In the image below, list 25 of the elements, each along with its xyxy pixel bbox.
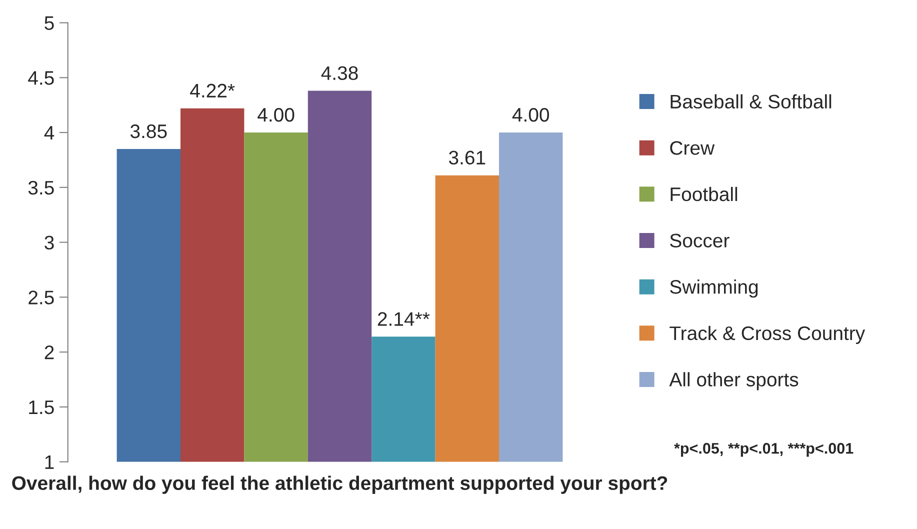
- y-tick-label: 1.5: [29, 400, 54, 414]
- x-axis-title: Overall, how do you feel the athletic department supported your sport?: [12, 476, 668, 494]
- legend-label: Crew: [670, 141, 715, 155]
- y-tick-label: 3: [44, 236, 54, 250]
- data-label: 4.22*: [190, 84, 235, 98]
- y-tick-label: 4: [44, 126, 54, 140]
- data-label: 2.14**: [378, 312, 430, 326]
- legend-label: Football: [670, 186, 738, 202]
- y-tick-label: 1: [45, 455, 54, 469]
- data-label: 4.00: [258, 108, 294, 122]
- legend-label: Soccer: [670, 234, 730, 248]
- data-label: 4.00: [512, 108, 550, 122]
- legend-label: Swimming: [670, 280, 758, 298]
- y-tick-label: 2.5: [28, 290, 54, 304]
- y-tick-label: 2: [44, 346, 54, 360]
- legend-label: Track & Cross Country: [670, 326, 866, 344]
- data-label: 3.85: [130, 124, 167, 138]
- y-tick-label: 5: [44, 16, 54, 30]
- text: *p<.05, **p<.01, ***p<.001: [674, 442, 854, 457]
- data-label: 3.61: [448, 150, 486, 165]
- data-label: 4.38: [321, 66, 358, 80]
- legend-label: All other sports: [669, 372, 798, 390]
- y-tick-label: 4.5: [28, 71, 54, 85]
- legend-label: Baseball & Softball: [670, 94, 832, 109]
- y-tick-label: 3.5: [28, 180, 54, 195]
